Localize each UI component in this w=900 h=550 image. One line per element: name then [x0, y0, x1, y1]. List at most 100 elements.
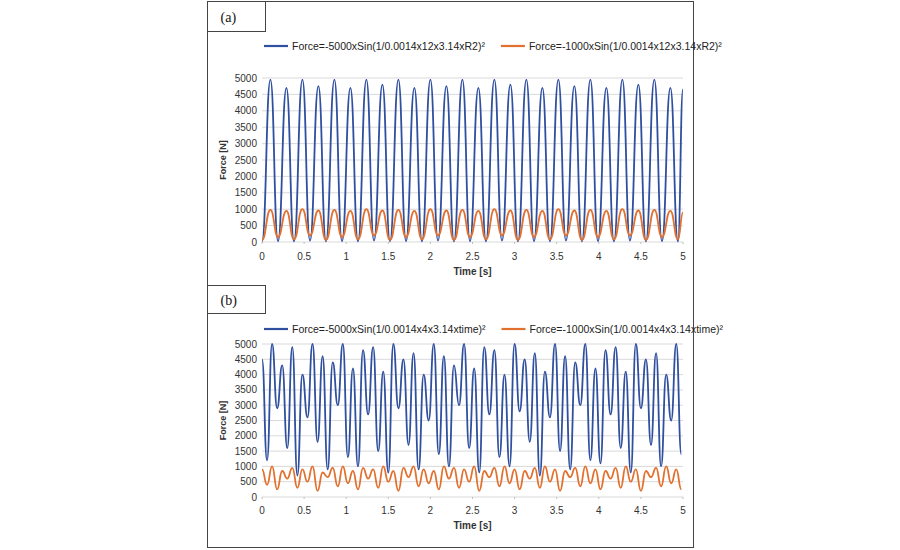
y-tick-label: 0: [251, 492, 257, 503]
x-tick: [304, 497, 305, 499]
grid-line: [262, 466, 683, 467]
x-tick-label: 3: [512, 505, 518, 516]
y-tick-label: 1000: [235, 461, 258, 472]
grid-line: [262, 160, 683, 161]
x-tick-label: 2: [428, 505, 434, 516]
y-tick-label: 4000: [235, 105, 258, 116]
legend-swatch: [501, 328, 525, 330]
legend-swatch: [264, 45, 288, 47]
x-tick: [472, 497, 473, 499]
legend-entry: Force=-5000xSin(1/0.0014x4x3.14xtime)²: [264, 323, 486, 335]
legend-entry: Force=-5000xSin(1/0.0014x12x3.14xR2)²: [264, 40, 485, 52]
x-tick: [556, 242, 557, 244]
x-tick-label: 3.5: [550, 505, 564, 516]
grid-line: [262, 359, 683, 360]
x-tick: [640, 497, 641, 499]
legend-entry: Force=-1000xSin(1/0.0014x12x3.14xR2)²: [501, 40, 722, 52]
x-tick-label: 3.5: [550, 251, 564, 262]
x-tick: [430, 242, 431, 244]
x-tick-label: 2.5: [466, 505, 480, 516]
x-tick: [430, 497, 431, 499]
y-tick-label: 2000: [235, 430, 258, 441]
y-tick-label: 3000: [235, 138, 258, 149]
x-tick: [556, 497, 557, 499]
x-tick-label: 0: [259, 505, 265, 516]
panel: (a)0500100015002000250030003500400045005…: [208, 2, 723, 278]
y-tick-label: 2500: [235, 415, 258, 426]
panel-label-box: [208, 2, 266, 32]
x-tick: [683, 497, 684, 499]
y-tick-label: 2000: [235, 171, 258, 182]
y-tick-label: 1000: [235, 204, 258, 215]
series-line: [262, 209, 683, 240]
x-tick-label: 1: [343, 251, 349, 262]
x-tick-label: 5: [680, 505, 686, 516]
x-tick-label: 4: [596, 505, 602, 516]
y-tick-label: 500: [240, 476, 257, 487]
panel-label-box: [208, 286, 266, 314]
grid-line: [262, 344, 683, 345]
y-tick-label: 5000: [235, 73, 258, 84]
figure: (a)0500100015002000250030003500400045005…: [0, 0, 900, 550]
y-tick-label: 4000: [235, 369, 258, 380]
legend-label: Force=-5000xSin(1/0.0014x12x3.14xR2)²: [292, 40, 485, 52]
series-line: [262, 466, 681, 490]
x-tick-label: 2: [428, 251, 434, 262]
y-tick-label: 3000: [235, 400, 258, 411]
y-tick-label: 500: [240, 220, 257, 231]
y-tick-label: 1500: [235, 446, 258, 457]
y-tick-label: 2500: [235, 155, 258, 166]
y-tick-label: 1500: [235, 187, 258, 198]
plot-area: [262, 80, 683, 242]
figure-frame: [208, 2, 694, 548]
x-tick-label: 4: [596, 251, 602, 262]
y-tick-label: 3500: [235, 384, 258, 395]
grid-line: [262, 176, 683, 177]
grid-line: [262, 481, 683, 482]
x-tick: [514, 497, 515, 499]
x-tick-label: 1: [343, 505, 349, 516]
plot-area: [262, 344, 681, 491]
legend-label: Force=-1000xSin(1/0.0014x12x3.14xR2)²: [529, 40, 722, 52]
x-tick-label: 1.5: [381, 505, 395, 516]
y-tick-label: 5000: [235, 339, 258, 350]
legend-label: Force=-1000xSin(1/0.0014x4x3.14xtime)²: [529, 323, 723, 335]
grid-line: [262, 143, 683, 144]
series-line: [262, 80, 683, 242]
x-tick-label: 4.5: [634, 251, 648, 262]
x-tick: [304, 242, 305, 244]
x-tick: [640, 242, 641, 244]
x-axis-label: Time [s]: [453, 266, 491, 277]
x-tick: [346, 242, 347, 244]
x-tick: [388, 242, 389, 244]
x-tick-label: 0.5: [297, 251, 311, 262]
x-axis-label: Time [s]: [453, 520, 491, 531]
legend-label: Force=-5000xSin(1/0.0014x4x3.14xtime)²: [292, 323, 486, 335]
x-tick: [346, 497, 347, 499]
x-tick: [598, 497, 599, 499]
x-tick-label: 5: [680, 251, 686, 262]
legend-swatch: [264, 328, 288, 330]
x-tick: [262, 242, 263, 244]
x-tick-label: 3: [512, 251, 518, 262]
y-tick-label: 3500: [235, 122, 258, 133]
grid-line: [262, 451, 683, 452]
x-tick-label: 0: [259, 251, 265, 262]
x-tick: [472, 242, 473, 244]
legend-entry: Force=-1000xSin(1/0.0014x4x3.14xtime)²: [501, 323, 723, 335]
series-line: [262, 344, 681, 476]
x-tick: [514, 242, 515, 244]
y-tick-label: 4500: [235, 89, 258, 100]
x-tick-label: 1.5: [381, 251, 395, 262]
panel-title: (b): [221, 293, 238, 309]
y-axis-label: Force [N]: [218, 401, 228, 441]
x-tick: [683, 242, 684, 244]
y-axis-label: Force [N]: [218, 140, 228, 180]
y-tick-label: 4500: [235, 354, 258, 365]
panel: (b) 0 500 1000 1500 2000 2500 3000 3500 4000 4500 5…: [208, 286, 724, 532]
y-tick-label: 0: [251, 237, 257, 248]
x-tick: [262, 497, 263, 499]
grid-line: [262, 78, 683, 79]
x-tick: [598, 242, 599, 244]
x-tick: [388, 497, 389, 499]
